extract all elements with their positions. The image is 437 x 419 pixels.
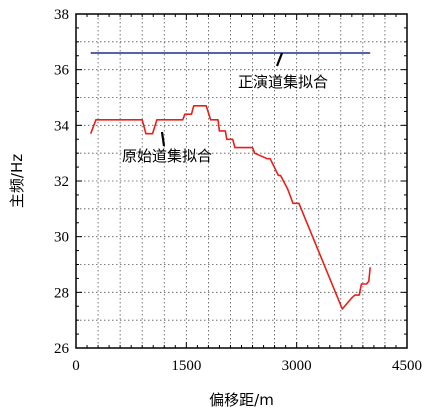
y-tick-label: 30 (54, 230, 69, 246)
x-axis-title: 偏移距/m (209, 391, 274, 409)
x-tick-label: 3000 (282, 358, 312, 374)
x-tick-label: 0 (72, 358, 80, 374)
annotation-leader-original (160, 131, 166, 147)
x-tick-label: 4500 (392, 358, 422, 374)
y-tick-label: 32 (54, 174, 69, 190)
y-tick-label: 26 (54, 341, 70, 357)
y-tick-label: 36 (54, 63, 70, 79)
annotation-original-gather: 原始道集拟合 (122, 147, 212, 165)
grid (76, 14, 407, 348)
x-tick-label: 1500 (171, 358, 201, 374)
series-line-2 (89, 105, 371, 310)
y-tick-label: 34 (54, 118, 70, 134)
tick-labels: 0 1500 3000 4500 26 28 30 32 34 36 38 (54, 7, 422, 374)
annotation-leader-forward (275, 52, 284, 67)
y-tick-label: 38 (54, 7, 69, 23)
axis-ticks (75, 13, 408, 349)
y-axis-title: 主频/Hz (8, 154, 26, 208)
y-tick-label: 28 (54, 285, 69, 301)
annotation-forward-gather: 正演道集拟合 (238, 73, 328, 91)
series-layer (89, 52, 371, 310)
